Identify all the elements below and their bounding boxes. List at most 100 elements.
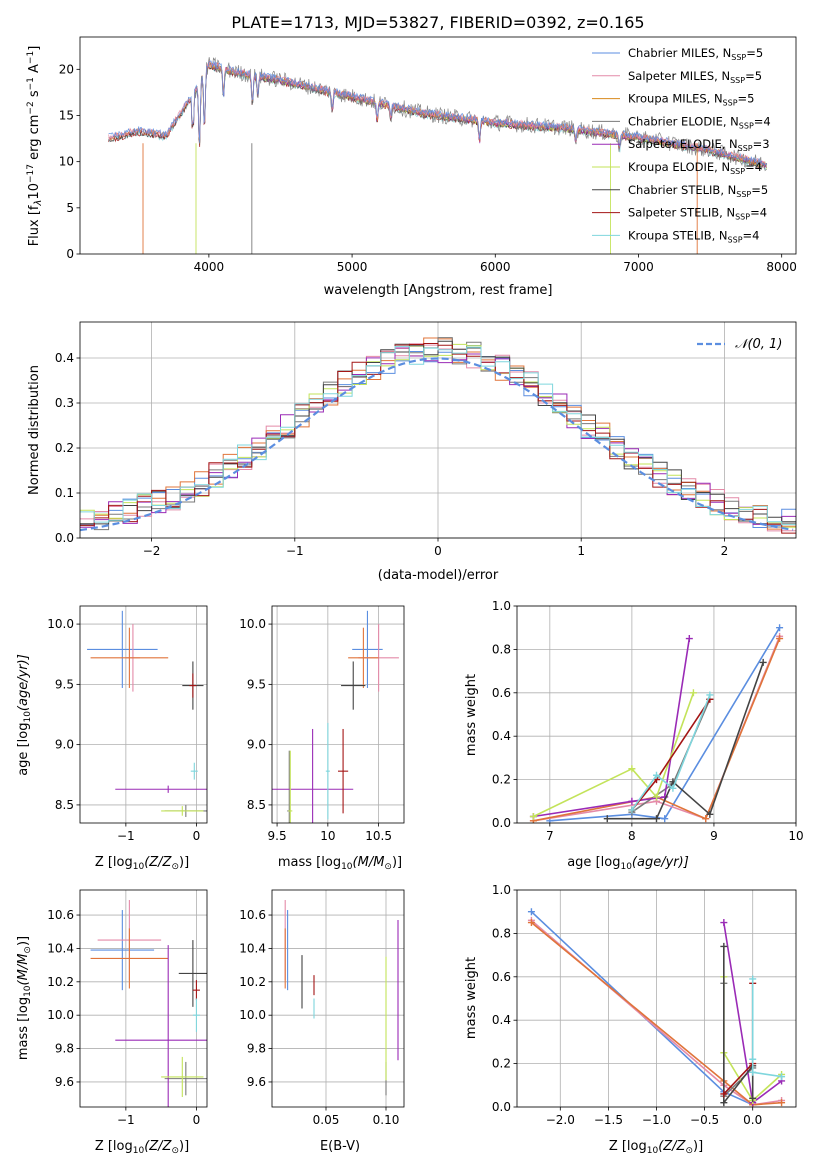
massweight-marker-kroupa-stelib [778, 1073, 786, 1081]
mass-vs-EBV-panel: E(B-V) 0.05 0.10 9.6 9.8 10.0 10.2 10.4 10.6 [239, 889, 405, 1154]
errorbar-kroupa-miles [90, 928, 169, 989]
residuals-axes: −2 −1 0 1 2 0.0 0.1 0.2 0.3 0.4 [55, 321, 797, 558]
x-tick-label: 10.5 [365, 829, 392, 843]
massweight-marker-chabrier-stelib [603, 815, 611, 823]
massweight-line-chabrier-miles [549, 627, 781, 822]
mass_vs_EBV-grid [272, 890, 404, 1107]
y-tick-label: 15 [59, 108, 74, 122]
x-tick-label: 9.5 [268, 829, 287, 843]
y-tick-label: 10.6 [239, 908, 266, 922]
x-tick-label: 2 [721, 544, 729, 558]
y-tick-label: 0.2 [55, 441, 74, 455]
y-tick-label: 0.4 [492, 729, 511, 743]
y-tick-label: 10.6 [47, 908, 74, 922]
massweight-marker-kroupa-miles [702, 815, 710, 823]
y-tick-label: 10.0 [239, 617, 266, 631]
massweight-marker-kroupa-elodie [628, 765, 636, 773]
y-tick-label: 1.0 [492, 883, 511, 897]
y-tick-label: 5 [66, 201, 74, 215]
errorbar-kroupa-stelib [190, 762, 198, 780]
figure-title: PLATE=1713, MJD=53827, FIBERID=0392, z=0… [231, 13, 644, 32]
residuals-xlabel: (data-model)/error [378, 568, 499, 583]
massweight-marker-kroupa-stelib [653, 771, 660, 779]
errorbar-salpeter-stelib [189, 673, 197, 698]
errorbar-chabrier-miles [90, 910, 155, 991]
massweight-marker-chabrier-stelib [759, 658, 767, 666]
x-tick-label: −1 [117, 1113, 135, 1127]
massweight-marker-chabrier-miles [527, 908, 535, 916]
errorbar-chabrier-stelib [178, 940, 207, 1007]
massweight-marker-kroupa-elodie [689, 689, 697, 697]
mass_vs_EBV-axes: 0.05 0.10 9.6 9.8 10.0 10.2 10.4 10.6 [239, 889, 405, 1127]
massweight-marker-chabrier-miles [661, 815, 669, 823]
errorbar-salpeter-stelib [192, 980, 200, 1001]
y-tick-label: 1.0 [492, 599, 511, 613]
spectrum-ylabel: Flux [fλ10−17 erg cm−2 s−1 A−1] [26, 46, 44, 247]
residuals-legend-label: 𝒩(0, 1) [735, 337, 782, 352]
legend-entry: Salpeter MILES, NSSP=5 [628, 69, 762, 85]
age-vs-mass-panel: mass [log10(M/M⊙)] 9.5 10 10.5 8.5 9.0 9.5 10.… [239, 605, 405, 872]
y-tick-label: 9.5 [55, 677, 74, 691]
x-tick-label: −2.0 [546, 1113, 575, 1127]
y-tick-label: 9.0 [55, 738, 74, 752]
mass_vs_EBV-plot-area [284, 900, 399, 1096]
x-tick-label: −1 [286, 544, 304, 558]
y-tick-label: 20 [59, 62, 74, 76]
residual-histogram-salpeter-stelib [80, 343, 796, 534]
y-tick-label: 10 [59, 155, 74, 169]
age_vs_Z-axes: −1 0 8.5 9.0 9.5 10.0 [47, 605, 208, 843]
massweight-marker-kroupa-elodie [653, 793, 660, 801]
y-tick-label: 8.5 [247, 798, 266, 812]
mass_vs_EBV-frame [271, 889, 405, 1108]
age-vs-Z-panel: Z [log10(Z/Z⊙)] age [log10(age/yr)] −1 0 8… [16, 605, 208, 872]
massweight-vs-age-panel: age [log10(age/yr)] mass weight 7 8 9 10 0.0… [464, 599, 804, 872]
residuals-frame [79, 321, 797, 539]
massweight-line-chabrier-stelib [723, 946, 754, 1106]
massweight-marker-salpeter-elodie [628, 797, 636, 805]
y-tick-label: 0.6 [492, 686, 511, 700]
massweight-line-kroupa-elodie [533, 692, 695, 818]
spectrum-xlabel: wavelength [Angstrom, rest frame] [324, 283, 553, 298]
massweight-marker-chabrier-stelib [706, 810, 714, 818]
y-tick-label: 9.8 [247, 1042, 266, 1056]
x-tick-label: 0.05 [313, 1113, 340, 1127]
age_vs_Z-plot-area [87, 610, 207, 817]
massweight_vs_Z-plot-area [527, 908, 786, 1107]
x-tick-label: 0.0 [743, 1113, 762, 1127]
x-tick-label: 4000 [194, 260, 225, 274]
massweight-marker-kroupa-elodie [529, 812, 537, 820]
y-tick-label: 10.0 [47, 1008, 74, 1022]
errorbar-kroupa-miles [348, 627, 379, 688]
x-tick-label: 7000 [623, 260, 654, 274]
massweight-vs-Z-ylabel: mass weight [464, 957, 479, 1039]
mass_vs_Z-grid [80, 890, 207, 1107]
y-tick-label: 10.4 [47, 941, 74, 955]
age-vs-Z-xlabel: Z [log10(Z/Z⊙)] [95, 855, 189, 872]
y-tick-label: 10.0 [239, 1008, 266, 1022]
mass-vs-Z-panel: Z [log10(Z/Z⊙)] mass [log10(M/M⊙)] −1 0 9.… [16, 889, 208, 1156]
residual-histogram-chabrier-miles [80, 345, 796, 528]
massweight-marker-chabrier-stelib [720, 942, 728, 950]
y-tick-label: 0.8 [492, 642, 511, 656]
x-tick-label: 0.10 [373, 1113, 400, 1127]
errorbar-kroupa-stelib [192, 998, 200, 1032]
legend-entry: Kroupa STELIB, NSSP=4 [628, 228, 759, 244]
legend-entry: Kroupa MILES, NSSP=5 [628, 92, 754, 108]
y-tick-label: 9.8 [55, 1042, 74, 1056]
y-tick-label: 0.4 [55, 351, 74, 365]
age_vs_mass-grid [272, 606, 404, 823]
massweight_vs_age-grid [517, 605, 797, 824]
age_vs_Z-grid [80, 606, 207, 823]
x-tick-label: 5000 [337, 260, 368, 274]
massweight-marker-chabrier-miles [776, 624, 784, 632]
x-tick-label: 1 [577, 544, 585, 558]
spectrum-axes: 4000 5000 6000 7000 8000 0 5 10 15 20 [59, 36, 797, 274]
x-tick-label: 0 [193, 1113, 201, 1127]
massweight-marker-salpeter-elodie [685, 635, 693, 643]
massweight_vs_age-plot-area [529, 624, 784, 823]
x-tick-label: 10 [320, 829, 335, 843]
age_vs_mass-plot-area [272, 610, 399, 823]
massweight-line-salpeter-miles [530, 919, 782, 1106]
errorbar-salpeter-elodie [115, 945, 207, 1107]
